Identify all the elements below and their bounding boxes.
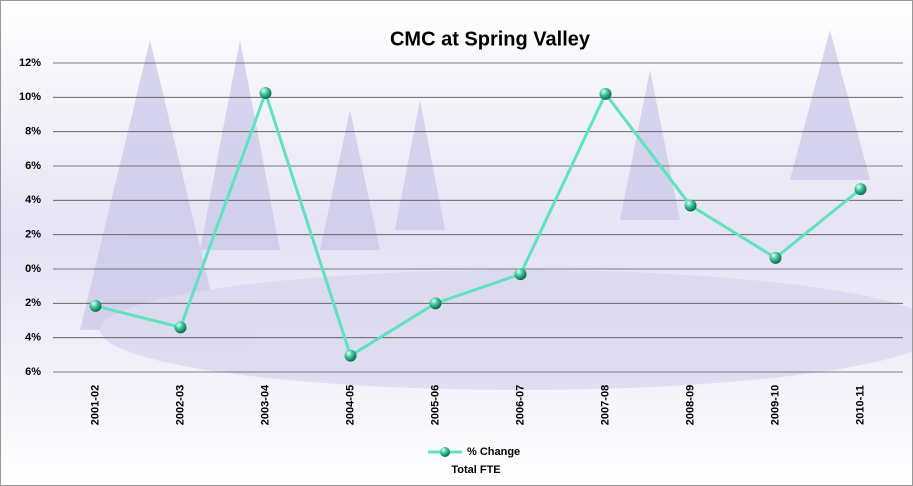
x-tick-label: 2008-09 (684, 385, 696, 425)
x-tick-label: 2010-11 (854, 385, 866, 425)
y-tick-label: 12% (19, 57, 41, 69)
y-tick-label: 4% (25, 332, 41, 344)
data-point (260, 87, 272, 99)
y-tick-label: 0% (25, 263, 41, 275)
legend-note: Total FTE (451, 464, 500, 476)
data-point (600, 88, 612, 100)
x-tick-label: 2004-05 (344, 385, 356, 425)
y-tick-label: 6% (25, 366, 41, 378)
x-tick-label: 2007-08 (599, 385, 611, 425)
data-point (430, 297, 442, 309)
y-tick-label: 10% (19, 91, 41, 103)
y-tick-label: 2% (25, 229, 41, 241)
legend-marker (440, 447, 450, 457)
y-tick-label: 6% (25, 160, 41, 172)
data-point (770, 252, 782, 264)
chart-title: CMC at Spring Valley (390, 28, 591, 50)
data-point (515, 268, 527, 280)
y-tick-label: 4% (25, 194, 41, 206)
data-point (175, 321, 187, 333)
data-point (90, 300, 102, 312)
x-tick-label: 2001-02 (89, 385, 101, 425)
data-point (345, 350, 357, 362)
y-tick-label: 8% (25, 126, 41, 138)
x-tick-label: 2006-07 (514, 385, 526, 425)
x-tick-label: 2005-06 (429, 385, 441, 425)
y-tick-label: 2% (25, 297, 41, 309)
x-tick-label: 2009-10 (769, 385, 781, 425)
legend-label: % Change (467, 446, 520, 458)
x-tick-label: 2002-03 (174, 385, 186, 425)
x-tick-label: 2003-04 (259, 384, 271, 425)
data-point (855, 183, 867, 195)
data-point (685, 199, 697, 211)
chart: CMC at Spring Valley 6% 4% 2% 0% 2% 4% 6% 8% 10%… (0, 0, 913, 486)
